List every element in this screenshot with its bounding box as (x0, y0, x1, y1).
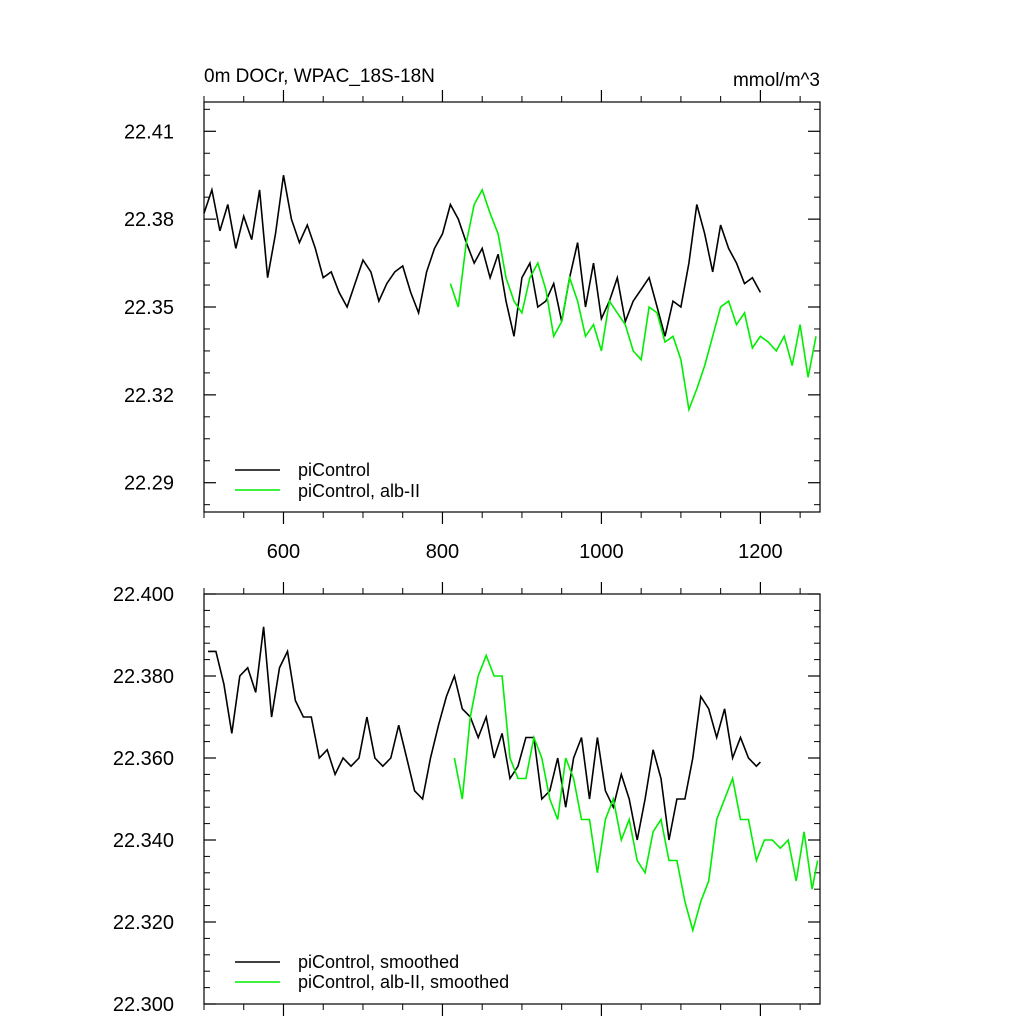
top-legend-label-0: piControl (298, 460, 370, 480)
bottom-plot-frame (203, 593, 821, 1005)
bottom-y-tick-label: 22.300 (113, 994, 174, 1016)
bottom-y-tick-label: 22.400 (113, 584, 174, 606)
top-x-tick-label: 1000 (579, 541, 624, 563)
bottom-legend-label-0: piControl, smoothed (298, 952, 459, 972)
bottom-y-tick-label: 22.340 (113, 830, 174, 852)
top-x-tick-label: 600 (267, 541, 300, 563)
top-y-tick-label: 22.38 (124, 209, 174, 231)
top-x-tick-label: 800 (426, 541, 459, 563)
bottom-y-tick-label: 22.380 (113, 666, 174, 688)
top-x-tick-label: 1200 (738, 541, 783, 563)
bottom-series-piControl-alb-II-smoothed (453, 653, 819, 934)
top-legend: piControl piControl, alb-II (235, 460, 420, 501)
top-series-piControl-alb-II (449, 187, 817, 413)
bottom-series-lines (208, 626, 819, 934)
top-chart-units: mmol/m^3 (733, 70, 820, 91)
top-chart-title: 0m DOCr, WPAC_18S-18N (204, 66, 435, 87)
top-y-tick-label: 22.29 (124, 473, 174, 495)
top-y-tick-label: 22.41 (124, 121, 174, 143)
bottom-panel: 22.300 22.320 22.340 22.360 22.380 22.400 piC… (113, 582, 821, 1016)
bottom-legend: piControl, smoothed piControl, alb-II, s… (235, 952, 509, 992)
bottom-y-tick-label: 22.360 (113, 748, 174, 770)
bottom-legend-label-1: piControl, alb-II, smoothed (298, 972, 509, 992)
top-axis-ticks: 600 800 1000 1200 22.29 22.32 22.35 22.38 22.41 (124, 90, 820, 563)
top-y-tick-label: 22.35 (124, 297, 174, 319)
top-plot-frame (203, 101, 821, 513)
top-panel: 0m DOCr, WPAC_18S-18N mmol/m^3 600 800 100… (124, 66, 821, 563)
bottom-y-tick-label: 22.320 (113, 912, 174, 934)
top-series-lines (203, 175, 817, 413)
bottom-series-piControl-smoothed (208, 626, 761, 841)
top-legend-label-1: piControl, alb-II (298, 481, 420, 501)
top-y-tick-label: 22.32 (124, 385, 174, 407)
bottom-axis-ticks: 22.300 22.320 22.340 22.360 22.380 22.400 (113, 582, 820, 1016)
top-series-piControl (203, 175, 762, 337)
